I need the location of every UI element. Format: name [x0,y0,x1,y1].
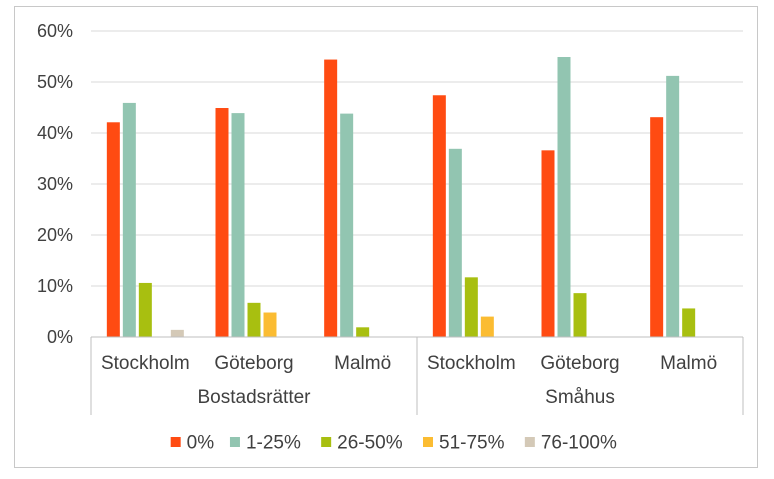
x-category-label: Göteborg [214,353,293,374]
y-tick-label: 40% [37,123,73,143]
bar [557,57,571,337]
x-group-label: Bostadsrätter [198,387,312,408]
legend-swatch [321,437,332,447]
axes: 0% 10% 20% 30% 40% 50% 60% Stockholm Göteborg Mal… [37,21,744,415]
bar [356,327,370,337]
y-tick-label: 10% [37,276,73,296]
y-tick-label: 20% [37,225,73,245]
bar [340,113,354,338]
bar [650,117,664,337]
bar [138,282,152,337]
bar [106,122,120,337]
legend-swatch [229,437,240,447]
legend-swatch [524,437,535,447]
legend-label: 1-25% [246,433,301,454]
bar [122,102,136,337]
bar [573,293,587,337]
bar [231,113,245,337]
bar [263,312,277,337]
bar [682,308,696,337]
y-tick-label: 30% [37,174,73,194]
legend-label: 76-100% [541,433,617,454]
legend-label: 26-50% [337,433,403,454]
bar [215,108,229,337]
x-category-label: Stockholm [101,353,190,374]
y-tick-label: 50% [37,72,73,92]
bar [541,150,555,337]
legend-swatch [170,437,181,447]
bar [666,75,680,337]
bar [448,148,462,337]
x-category-label: Stockholm [427,353,516,374]
bar [480,316,494,337]
legend-swatch [423,437,433,447]
bar [170,329,184,337]
y-tick-label: 0% [47,327,73,347]
bar [324,59,338,338]
x-group-label: Småhus [545,387,615,408]
legend: 0% 1-25% 26-50% 51-75% 76-100% [170,433,617,454]
bar [247,302,261,337]
bar [432,95,446,337]
bars [106,57,696,338]
y-tick-label: 60% [37,21,73,41]
legend-label: 0% [187,433,215,454]
legend-label: 51-75% [439,433,505,454]
chart-frame: 0% 10% 20% 30% 40% 50% 60% Stockholm Göteborg Mal… [14,6,758,468]
bar [464,277,478,337]
x-category-label: Malmö [334,353,391,374]
grouped-bar-chart: 0% 10% 20% 30% 40% 50% 60% Stockholm Göteborg Mal… [37,21,744,454]
gridlines [91,30,743,287]
x-category-label: Malmö [660,353,717,374]
x-category-label: Göteborg [540,353,619,374]
